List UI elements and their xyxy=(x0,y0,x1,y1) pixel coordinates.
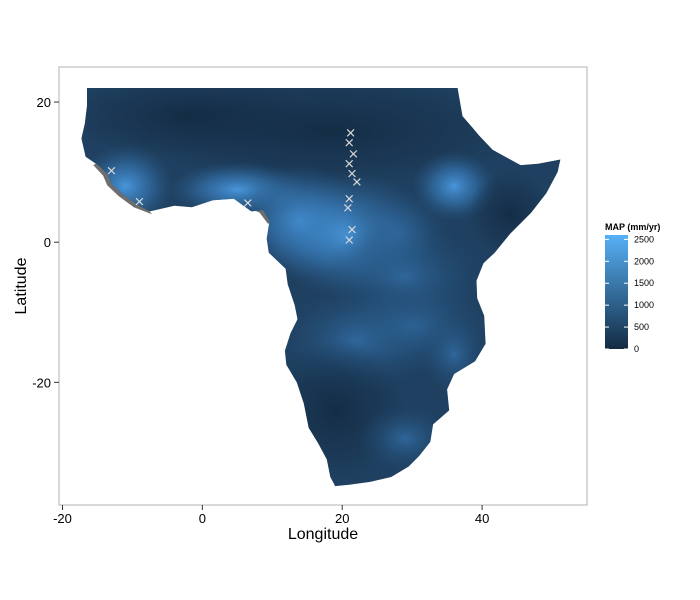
map-layer xyxy=(81,88,561,487)
site-marker xyxy=(345,138,354,147)
precip-field xyxy=(81,88,553,481)
no-data-coast xyxy=(93,162,271,224)
panel-border xyxy=(58,66,588,506)
legend-ticks: 0 500 1000 1500 2000 2500 xyxy=(605,234,654,354)
y-axis: -20 0 20 xyxy=(32,95,59,390)
y-tick-label: 0 xyxy=(44,235,51,250)
site-markers xyxy=(107,129,361,244)
legend-tick-label: 1500 xyxy=(634,278,654,288)
legend-tick-label: 500 xyxy=(634,322,649,332)
x-tick-label: 20 xyxy=(335,511,349,526)
legend: MAP (mm/yr) 0 500 1000 1500 2000 2500 xyxy=(605,222,660,354)
y-tick-label: 20 xyxy=(37,95,51,110)
site-marker xyxy=(135,197,144,206)
site-marker xyxy=(243,199,252,207)
legend-tick-label: 0 xyxy=(634,344,639,354)
x-axis: -20 0 20 40 xyxy=(53,505,489,526)
legend-title: MAP (mm/yr) xyxy=(605,222,660,232)
site-marker xyxy=(345,236,354,244)
legend-tick-label: 2500 xyxy=(634,234,654,244)
precip-region-1 xyxy=(81,88,315,159)
site-marker xyxy=(353,178,361,186)
site-marker xyxy=(349,150,358,158)
legend-tick-label: 1000 xyxy=(634,300,654,310)
legend-colorbar xyxy=(605,235,628,349)
legend-tick-label: 2000 xyxy=(634,256,654,266)
site-marker xyxy=(345,194,354,203)
y-axis-label: Latitude xyxy=(13,257,30,314)
y-tick-label: -20 xyxy=(32,375,51,390)
x-tick-label: 40 xyxy=(475,511,489,526)
site-marker xyxy=(346,129,355,137)
site-marker xyxy=(107,166,116,175)
x-axis-label: Longitude xyxy=(288,526,358,543)
site-marker xyxy=(344,204,352,212)
x-tick-label: 0 xyxy=(199,511,206,526)
site-marker xyxy=(348,169,356,178)
site-marker xyxy=(348,225,356,234)
x-tick-label: -20 xyxy=(53,511,72,526)
site-marker xyxy=(345,159,354,168)
